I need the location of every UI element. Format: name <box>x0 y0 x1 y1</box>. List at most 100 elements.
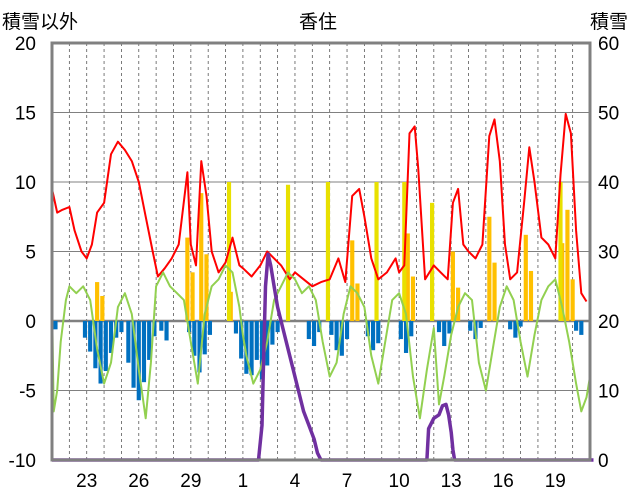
orange-bars-bar <box>190 272 195 321</box>
blue-bars-bar <box>103 321 108 372</box>
x-tick-label: 19 <box>545 471 566 492</box>
blue-bars-bar <box>478 321 483 328</box>
orange-bars-bar <box>95 282 100 321</box>
y-left-tick-label: 20 <box>15 34 36 55</box>
blue-bars-bar <box>275 321 280 333</box>
yellow-bars-bar <box>429 202 435 321</box>
blue-bars-bar <box>159 321 164 331</box>
yellow-bars-bar <box>558 182 563 321</box>
blue-bars-bar <box>114 321 119 338</box>
blue-bars-bar <box>398 321 403 340</box>
x-tick-label: 29 <box>180 471 201 492</box>
orange-bars-bar <box>565 209 570 321</box>
orange-bars-bar <box>523 234 528 321</box>
orange-bars-bar <box>570 279 575 321</box>
x-tick-label: 4 <box>290 471 301 492</box>
blue-bars-bar <box>468 321 473 331</box>
orange-bars-bar <box>450 251 455 321</box>
blue-bars-bar <box>93 321 98 369</box>
axes <box>50 41 592 462</box>
blue-bars-bar <box>329 321 334 335</box>
x-tick-label: 1 <box>238 471 249 492</box>
left-axis-label: 積雪以外 <box>2 11 78 33</box>
blue-bars-bar <box>126 321 131 363</box>
x-tick-label: 23 <box>76 471 97 492</box>
blue-bars-bar <box>339 321 344 356</box>
y-right-tick-label: 20 <box>598 312 619 333</box>
blue-bars-bar <box>518 321 523 327</box>
blue-bars-bar <box>197 321 202 373</box>
orange-bars-bar <box>456 287 461 321</box>
blue-bars-bar <box>513 321 518 338</box>
y-right-tick-label: 10 <box>598 382 619 403</box>
blue-bars-bar <box>259 321 265 380</box>
y-left-tick-label: 15 <box>15 104 36 125</box>
orange-bars-bar <box>492 262 497 321</box>
blue-bars-bar <box>508 321 513 330</box>
blue-bars-bar <box>202 321 207 355</box>
blue-bars-bar <box>306 321 311 340</box>
right-axis-label: 積雪 <box>590 11 628 33</box>
chart-title: 香住 <box>299 11 337 33</box>
blue-bars-bar <box>436 321 442 333</box>
blue-bars-bar <box>249 321 254 376</box>
orange-bars-bar <box>350 240 355 321</box>
blue-bars-bar <box>244 321 249 374</box>
blue-bars-bar <box>334 321 339 351</box>
orange-bars-bar <box>185 237 190 321</box>
blue-bars-bar <box>207 321 213 335</box>
x-tick-label: 26 <box>128 471 149 492</box>
orange-bars-bar <box>199 193 204 321</box>
y-right-tick-label: 0 <box>598 451 609 472</box>
orange-bars-bar <box>528 270 534 321</box>
y-left-tick-label: 0 <box>25 312 36 333</box>
orange-bars-bar <box>410 276 416 321</box>
blue-bars-bar <box>442 321 447 347</box>
blue-bars-bar <box>136 321 141 401</box>
y-left-tick-label: -10 <box>9 451 36 472</box>
blue-bars-bar <box>447 321 452 334</box>
green-line <box>51 264 591 420</box>
x-tick-label: 7 <box>342 471 353 492</box>
blue-bars-bar <box>376 321 381 344</box>
blue-bars-bar <box>270 321 275 345</box>
blue-bars-bar <box>233 321 239 334</box>
blue-bars-bar <box>164 321 169 341</box>
orange-bars-bar <box>355 283 360 321</box>
y-left-tick-label: -5 <box>19 382 36 403</box>
blue-bars-bar <box>108 321 114 353</box>
blue-bars-bar <box>131 321 136 388</box>
yellow-bars-bar <box>325 182 331 321</box>
orange-bars-bar <box>487 216 492 321</box>
blue-bars-bar <box>579 321 584 335</box>
blue-bars-bar <box>254 321 259 360</box>
blue-bars-bar <box>311 321 317 347</box>
orange-bars-bar <box>100 295 105 321</box>
blue-bars-bar <box>344 321 350 340</box>
line-series <box>51 112 594 462</box>
blue-bars-bar <box>98 321 103 384</box>
orange-bars-bar <box>204 254 209 321</box>
yellow-bars-bar <box>285 184 291 321</box>
y-left-tick-label: 10 <box>15 173 36 194</box>
y-right-tick-label: 30 <box>598 243 619 264</box>
blue-bars-bar <box>152 321 157 337</box>
orange-bars-bar <box>405 233 410 321</box>
blue-bars-bar <box>239 321 244 359</box>
y-left-tick-label: 5 <box>25 243 36 264</box>
plot-frame <box>50 41 592 462</box>
blue-bars-bar <box>119 321 124 333</box>
blue-bars-bar <box>53 321 58 330</box>
blue-bars-bar <box>88 321 93 352</box>
y-right-tick-label: 60 <box>598 34 619 55</box>
blue-bars-bar <box>141 321 147 383</box>
blue-bars-bar <box>409 321 414 337</box>
x-tick-label: 16 <box>493 471 514 492</box>
red-line <box>51 112 588 303</box>
purple-line <box>52 252 594 462</box>
grid <box>52 43 590 460</box>
yellow-bars-bar <box>374 182 379 321</box>
blue-bars-bar <box>403 321 409 353</box>
